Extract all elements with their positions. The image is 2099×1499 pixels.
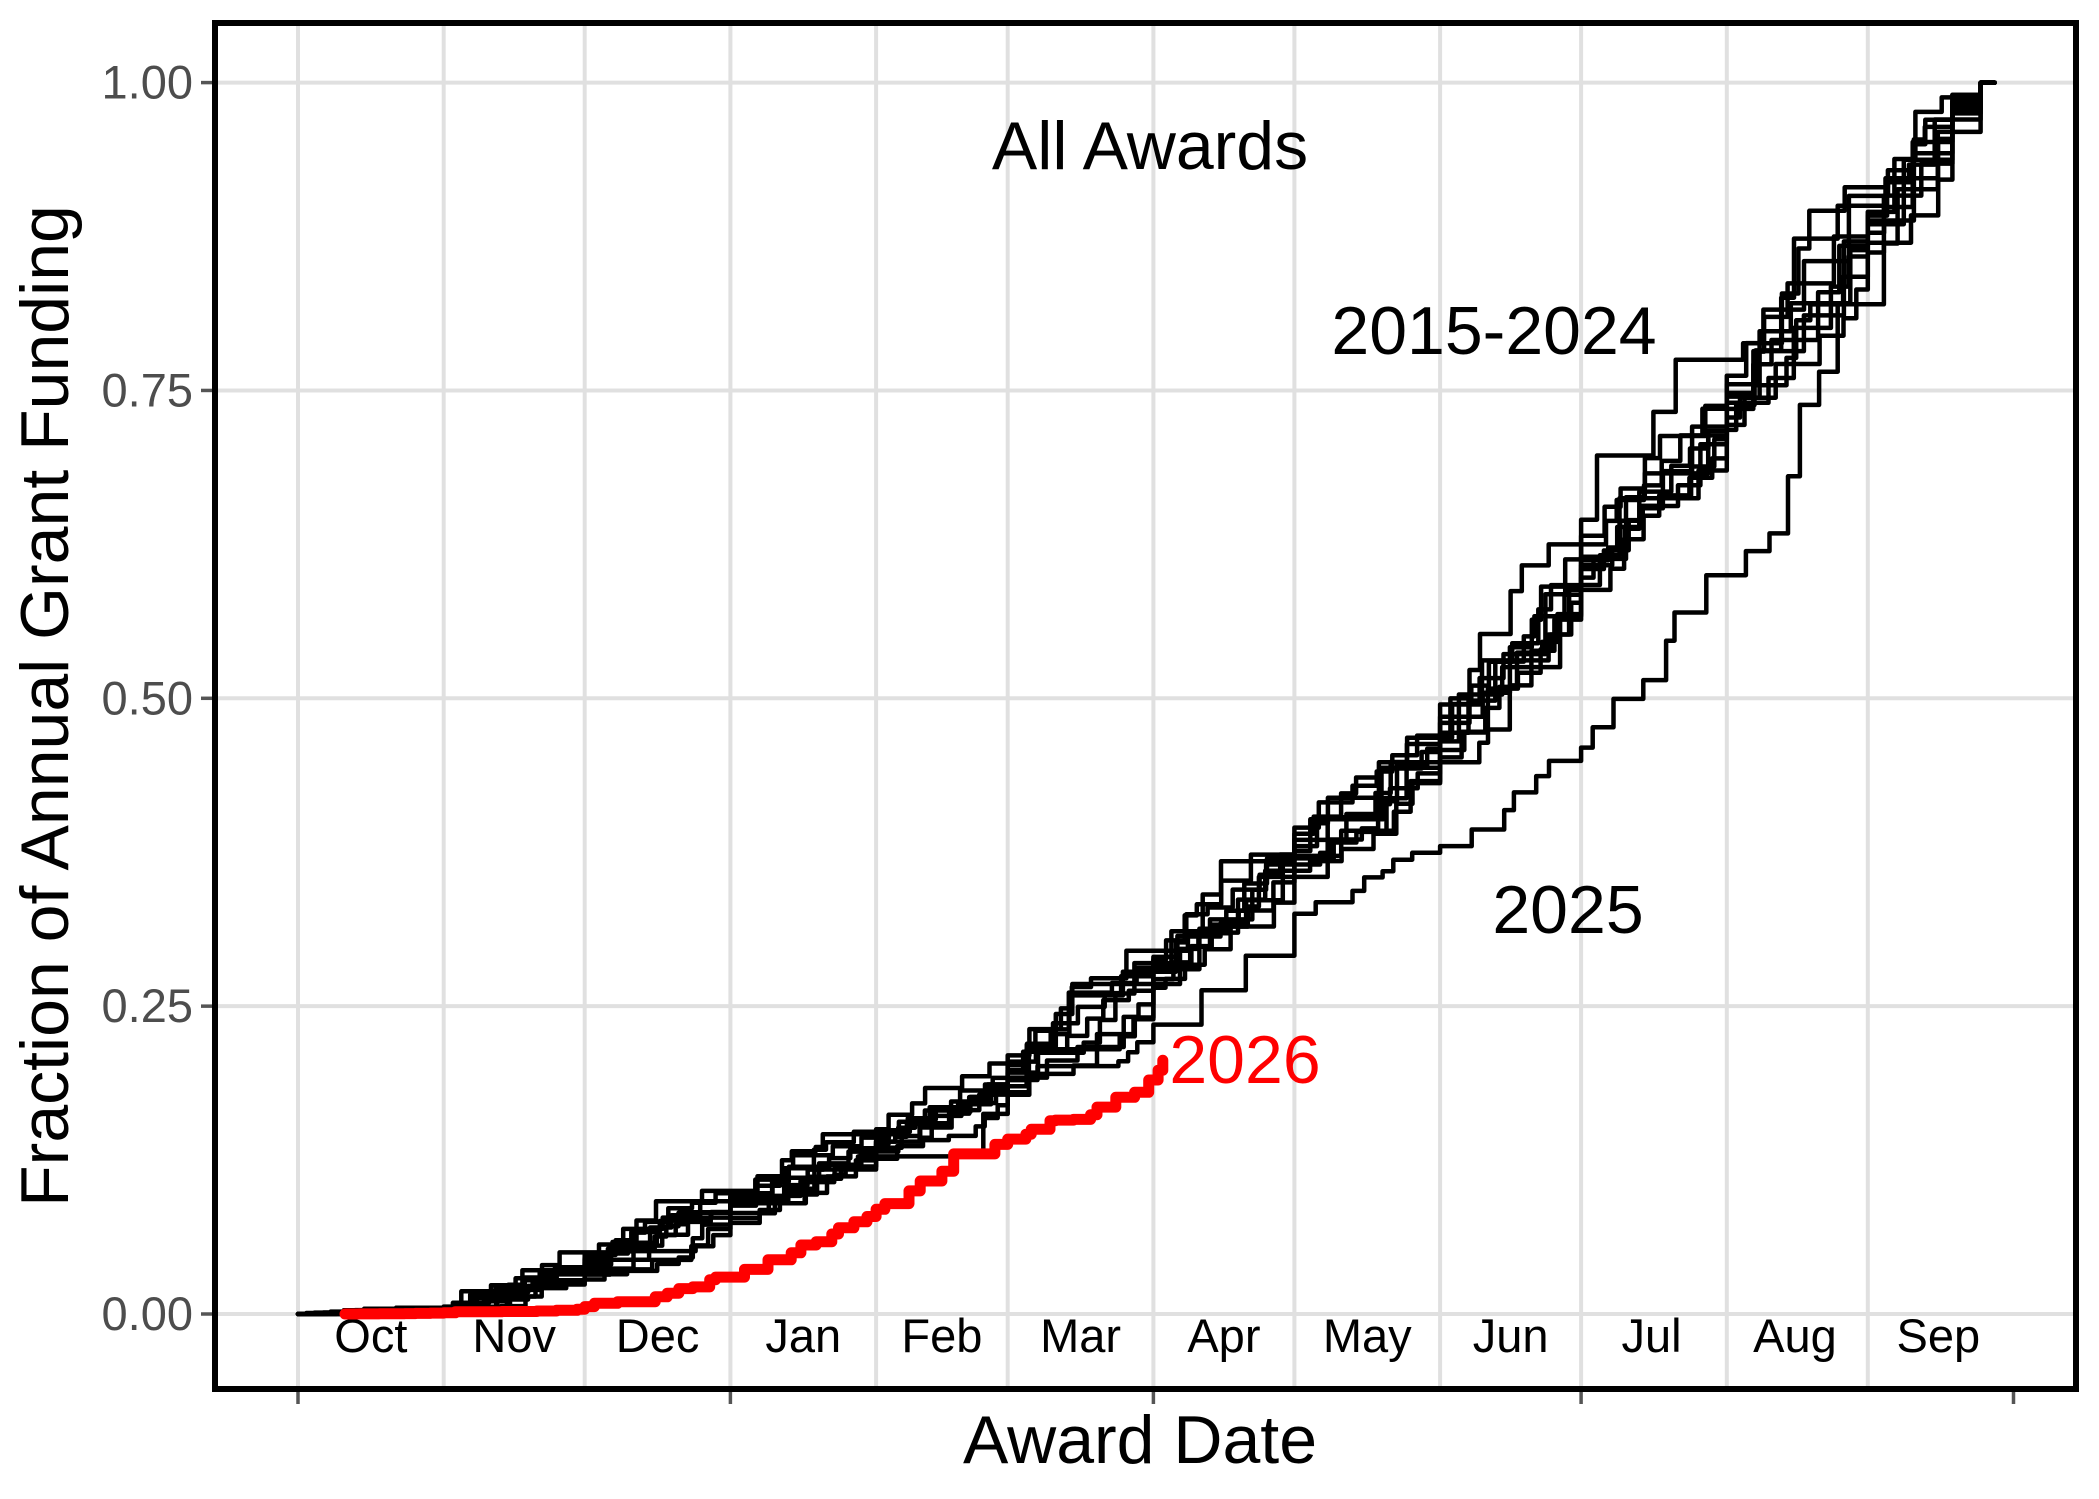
series-line-2026	[339, 1054, 1169, 1320]
axis-ticks	[201, 80, 2016, 1404]
month-label: Nov	[472, 1309, 556, 1362]
month-label: Jun	[1473, 1309, 1549, 1362]
label-2026: 2026	[1169, 1022, 1321, 1098]
y-tick-labels: 0.00 0.25 0.50 0.75 1.00	[102, 56, 193, 1340]
month-labels: Oct Nov Dec Jan Feb Mar Apr May Jun Jul Aug Sep	[334, 1309, 1980, 1362]
month-label: Aug	[1753, 1309, 1837, 1362]
month-label: Dec	[616, 1309, 700, 1362]
y-tick-label: 0.75	[102, 363, 193, 416]
month-label: May	[1323, 1309, 1412, 1362]
y-tick-label: 0.50	[102, 671, 193, 724]
month-label: Jan	[765, 1309, 841, 1362]
series-lines	[295, 80, 1997, 1320]
y-tick-label: 0.25	[102, 979, 193, 1032]
month-label: Jul	[1622, 1309, 1682, 1362]
gridlines	[215, 23, 2076, 1389]
label-2025: 2025	[1492, 872, 1644, 948]
y-tick-label: 1.00	[102, 56, 193, 109]
series-line-2022	[295, 80, 1997, 1317]
month-label: Mar	[1040, 1309, 1121, 1362]
y-tick-label: 0.00	[102, 1287, 193, 1340]
month-label: Sep	[1896, 1309, 1980, 1362]
y-axis-title: Fraction of Annual Grant Funding	[7, 205, 83, 1207]
series-line-2017	[295, 80, 1997, 1317]
x-axis-title: Award Date	[962, 1402, 1318, 1478]
chart-title: All Awards	[991, 108, 1309, 184]
series-line-2025	[295, 80, 1997, 1317]
panel-border	[212, 20, 2079, 1392]
month-label: Feb	[901, 1309, 982, 1362]
label-2015-2024: 2015-2024	[1331, 293, 1657, 369]
series-line-2023	[295, 80, 1997, 1317]
month-label: Apr	[1187, 1309, 1260, 1362]
